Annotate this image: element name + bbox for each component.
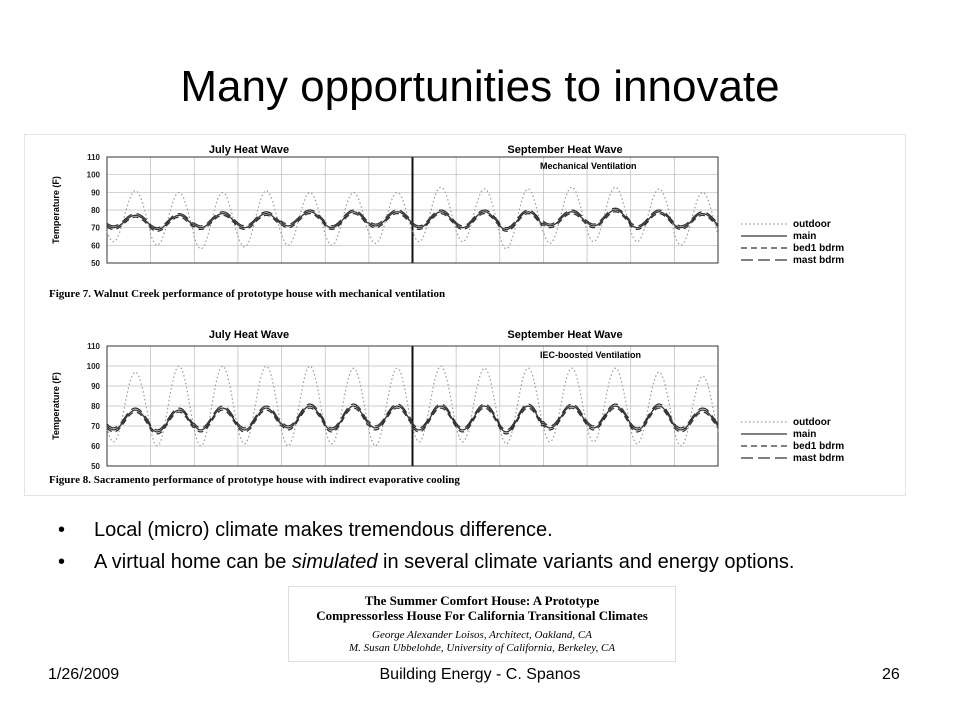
legend-entry: bed1 bdrm: [793, 441, 844, 452]
header-right-label: September Heat Wave: [507, 329, 622, 341]
header-right-label: September Heat Wave: [507, 144, 622, 156]
y-tick-label: 50: [91, 259, 100, 268]
bullet-item: • A virtual home can be simulated in sev…: [58, 550, 908, 574]
paper-citation-image: The Summer Comfort House: A Prototype Co…: [288, 586, 676, 662]
y-tick-label: 80: [91, 206, 100, 215]
plot-frame: [106, 345, 719, 467]
paper-title-line: Compressorless House For California Tran…: [316, 608, 648, 623]
paper-authors: George Alexander Loisos, Architect, Oakl…: [289, 629, 675, 655]
chart-panel-2: 50 60 70 80 90 100 110 July Heat Wave September …: [49, 329, 844, 486]
charts-svg: 50 60 70 80 90 100 110 July Heat Wave September …: [49, 144, 844, 486]
series-line-mast-bdrm: [106, 207, 719, 229]
bullet-item: • Local (micro) climate makes tremendous…: [58, 518, 908, 542]
bullet-list: • Local (micro) climate makes tremendous…: [58, 518, 908, 582]
y-tick-label: 100: [87, 362, 101, 371]
series-line-mast-bdrm: [106, 403, 719, 431]
footer-date: 1/26/2009: [48, 666, 120, 683]
legend-entry: bed1 bdrm: [793, 243, 844, 254]
series-line-bed1-bdrm: [106, 211, 719, 232]
plot-frame: [106, 156, 719, 264]
y-tick-label: 100: [87, 171, 101, 180]
footer-title: Building Energy - C. Spanos: [379, 666, 581, 683]
footer-page-number: 26: [882, 666, 900, 683]
slide-title: Many opportunities to innovate: [180, 62, 780, 111]
y-tick-label: 70: [91, 224, 100, 233]
bullet-text: Local (micro) climate makes tremendous d…: [94, 519, 553, 541]
figure-panel: 50 60 70 80 90 100 110 July Heat Wave September …: [24, 134, 906, 496]
paper-author-line: M. Susan Ubbelohde, University of Califo…: [348, 642, 616, 654]
figure-caption: Figure 8. Sacramento performance of prot…: [49, 474, 460, 486]
y-axis-label: Temperature (F): [51, 176, 61, 244]
legend-entry: mast bdrm: [793, 255, 844, 266]
y-tick-label: 90: [91, 382, 100, 391]
figure-caption: Figure 7. Walnut Creek performance of pr…: [49, 288, 445, 300]
y-tick-label: 70: [91, 422, 100, 431]
y-tick-label: 60: [91, 442, 100, 451]
header-left-label: July Heat Wave: [209, 329, 289, 341]
series-line-main: [106, 209, 719, 231]
legend-entry: outdoor: [793, 417, 831, 428]
legend-entry: mast bdrm: [793, 453, 844, 464]
header-left-label: July Heat Wave: [209, 144, 289, 156]
bullet-text-emphasis: simulated: [291, 551, 378, 573]
y-tick-label: 60: [91, 241, 100, 250]
chart-panel-1: 50 60 70 80 90 100 110 July Heat Wave September …: [49, 144, 844, 300]
y-tick-label: 50: [91, 462, 100, 471]
paper-title: The Summer Comfort House: A Prototype Co…: [289, 593, 675, 623]
bullet-dot: •: [58, 551, 66, 573]
bullet-text-after: in several climate variants and energy o…: [377, 551, 795, 573]
y-tick-label: 110: [87, 153, 100, 162]
y-tick-label: 90: [91, 188, 100, 197]
y-tick-label: 110: [87, 342, 100, 351]
legend-entry: main: [793, 429, 816, 440]
chart-annotation: IEC-boosted Ventilation: [540, 350, 641, 360]
legend-entry: main: [793, 231, 816, 242]
series-line-bed1-bdrm: [106, 407, 719, 435]
chart-annotation: Mechanical Ventilation: [540, 161, 637, 171]
series-line-main: [106, 405, 719, 433]
bullet-text-before: A virtual home can be: [94, 551, 292, 573]
y-axis-label: Temperature (F): [51, 372, 61, 440]
legend-entry: outdoor: [793, 219, 831, 230]
bullet-dot: •: [58, 519, 66, 541]
paper-title-line: The Summer Comfort House: A Prototype: [364, 593, 600, 608]
y-tick-label: 80: [91, 402, 100, 411]
paper-author-line: George Alexander Loisos, Architect, Oakl…: [372, 629, 592, 641]
